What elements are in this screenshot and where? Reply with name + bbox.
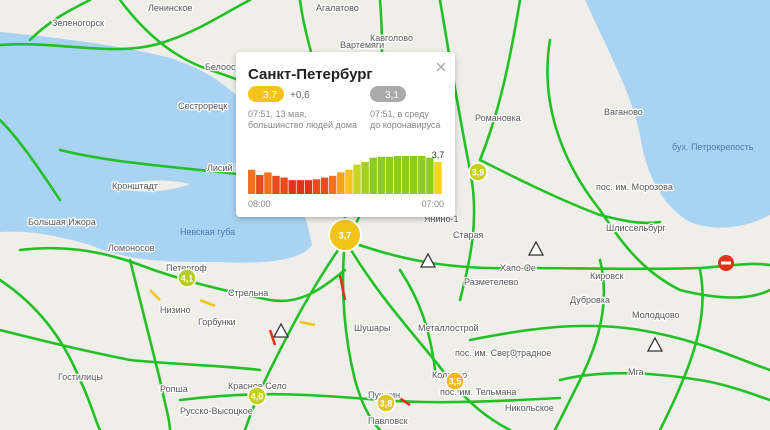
bar (393, 155, 402, 194)
place-label: Шлиссельбург (606, 223, 667, 233)
place-label: Кавголово (370, 33, 413, 43)
current-time: 07:51, 13 мая, (248, 109, 307, 119)
place-label: Большая Ижора (28, 217, 96, 227)
place-label: пос. им. Морозова (596, 182, 673, 192)
current-score: 3,7 (263, 90, 277, 101)
place-label: Ропша (160, 384, 188, 394)
bar (264, 172, 272, 194)
lake (585, 0, 770, 228)
bar (353, 164, 361, 194)
previous-badge (370, 86, 406, 102)
marker-score: 3,9 (472, 167, 485, 177)
chart-start-label: 08:00 (248, 199, 271, 209)
place-label: Стрельна (228, 288, 268, 298)
place-label: Вартемяги (340, 40, 384, 50)
place-label: Павловск (368, 416, 408, 426)
place-label: Ломоносов (108, 243, 155, 253)
place-label: Отрадное (510, 348, 551, 358)
bar (418, 155, 426, 194)
chart-end-label: 07:00 (421, 199, 444, 209)
marker-score: 3,5 (449, 376, 462, 386)
place-label: Мга (628, 367, 644, 377)
marker-score: 4,1 (181, 273, 194, 283)
place-label: Молодцово (632, 310, 680, 320)
bar (312, 179, 321, 194)
place-label: Кировск (590, 271, 623, 281)
place-label: Красное Село (228, 381, 287, 391)
place-label: Шушары (354, 323, 390, 333)
current-note: большинство людей дома (248, 120, 357, 130)
bar (361, 162, 369, 194)
bar (272, 175, 280, 194)
bar (304, 180, 313, 194)
bar (345, 169, 353, 194)
bar (256, 174, 264, 194)
bar (280, 177, 288, 194)
delta: +0,6 (290, 90, 310, 101)
place-label: Никольское (505, 403, 554, 413)
bar (401, 155, 410, 194)
place-label: Зеленогорск (52, 18, 104, 28)
warning-signs (272, 240, 734, 352)
place-label: Гостилицы (58, 372, 103, 382)
markers: 3,7 3,9 4,1 4,0 3,8 3,5 (177, 162, 488, 413)
previous-score: 3,1 (385, 90, 399, 101)
gulf (0, 32, 312, 263)
current-badge (248, 86, 284, 102)
bar (320, 177, 329, 194)
place-label: Агалатово (316, 3, 359, 13)
place-label: Ваганово (604, 107, 643, 117)
close-button[interactable] (436, 62, 446, 72)
place-label: Кронштадт (112, 181, 158, 191)
popup: Санкт-Петербург 3,7 +0,6 3,1 07:51, 13 м… (236, 52, 455, 217)
previous-time: 07:51, в среду (370, 109, 429, 119)
city-score: 3,7 (339, 230, 352, 240)
place-label: Низино (160, 305, 191, 315)
marker-score: 3,8 (380, 398, 393, 408)
bar (434, 162, 442, 194)
bar (337, 172, 345, 194)
bar (377, 156, 385, 194)
marker-score: 4,0 (251, 391, 264, 401)
place-label: Романовка (475, 113, 521, 123)
place-label: Хапо-Ое (500, 263, 536, 273)
bar (426, 157, 434, 194)
bar (288, 180, 296, 194)
bar (329, 175, 337, 194)
bar (385, 156, 394, 194)
water-label: бух. Петрокрепость (672, 142, 754, 152)
bar (248, 169, 256, 194)
place-label: Разметелево (464, 277, 518, 287)
place-label: пос. им. Свердлова (455, 348, 537, 358)
bar-label: 3,7 (432, 150, 445, 160)
previous-note: до коронавируса (370, 120, 440, 130)
place-label: Петергоф (166, 263, 207, 273)
place-label: Русско-Высоцкое (180, 406, 253, 416)
place-label: Горбунки (198, 317, 236, 327)
place-label: Ленинское (148, 3, 192, 13)
place-label: Дубровка (570, 295, 610, 305)
popup-title: Санкт-Петербург (248, 66, 373, 83)
bar (296, 180, 304, 194)
place-label: Старая (453, 230, 484, 240)
bar (369, 157, 377, 194)
water-label: Невская губа (180, 227, 235, 237)
mini-chart: 3,7 (248, 150, 444, 194)
bar (410, 155, 418, 194)
place-label: Металлострой (418, 323, 479, 333)
place-label: Сестрорецк (178, 101, 227, 111)
island (118, 180, 190, 192)
